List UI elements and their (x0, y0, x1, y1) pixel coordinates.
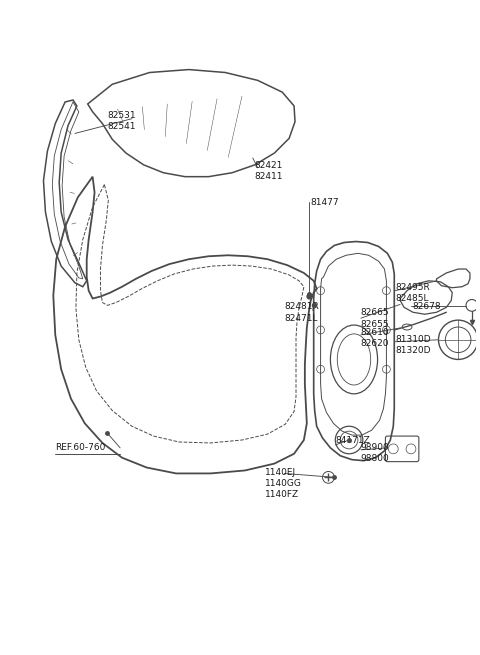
Text: 81477: 81477 (311, 198, 339, 207)
Text: 82531
82541: 82531 82541 (108, 111, 136, 131)
Text: 98900
98800: 98900 98800 (361, 443, 390, 463)
Text: 82610
82620: 82610 82620 (361, 328, 389, 348)
Text: 82678: 82678 (412, 303, 441, 311)
Text: 82495R
82485L: 82495R 82485L (395, 283, 430, 303)
Text: REF.60-760: REF.60-760 (55, 443, 106, 452)
Text: 82481R
82471L: 82481R 82471L (284, 303, 319, 323)
Text: 82421
82411: 82421 82411 (255, 161, 283, 181)
Text: 82665
82655: 82665 82655 (361, 309, 389, 329)
Text: 1140EJ
1140GG
1140FZ: 1140EJ 1140GG 1140FZ (264, 468, 301, 499)
Text: 84171Z: 84171Z (336, 436, 370, 445)
Text: 81310D
81320D: 81310D 81320D (395, 335, 431, 355)
